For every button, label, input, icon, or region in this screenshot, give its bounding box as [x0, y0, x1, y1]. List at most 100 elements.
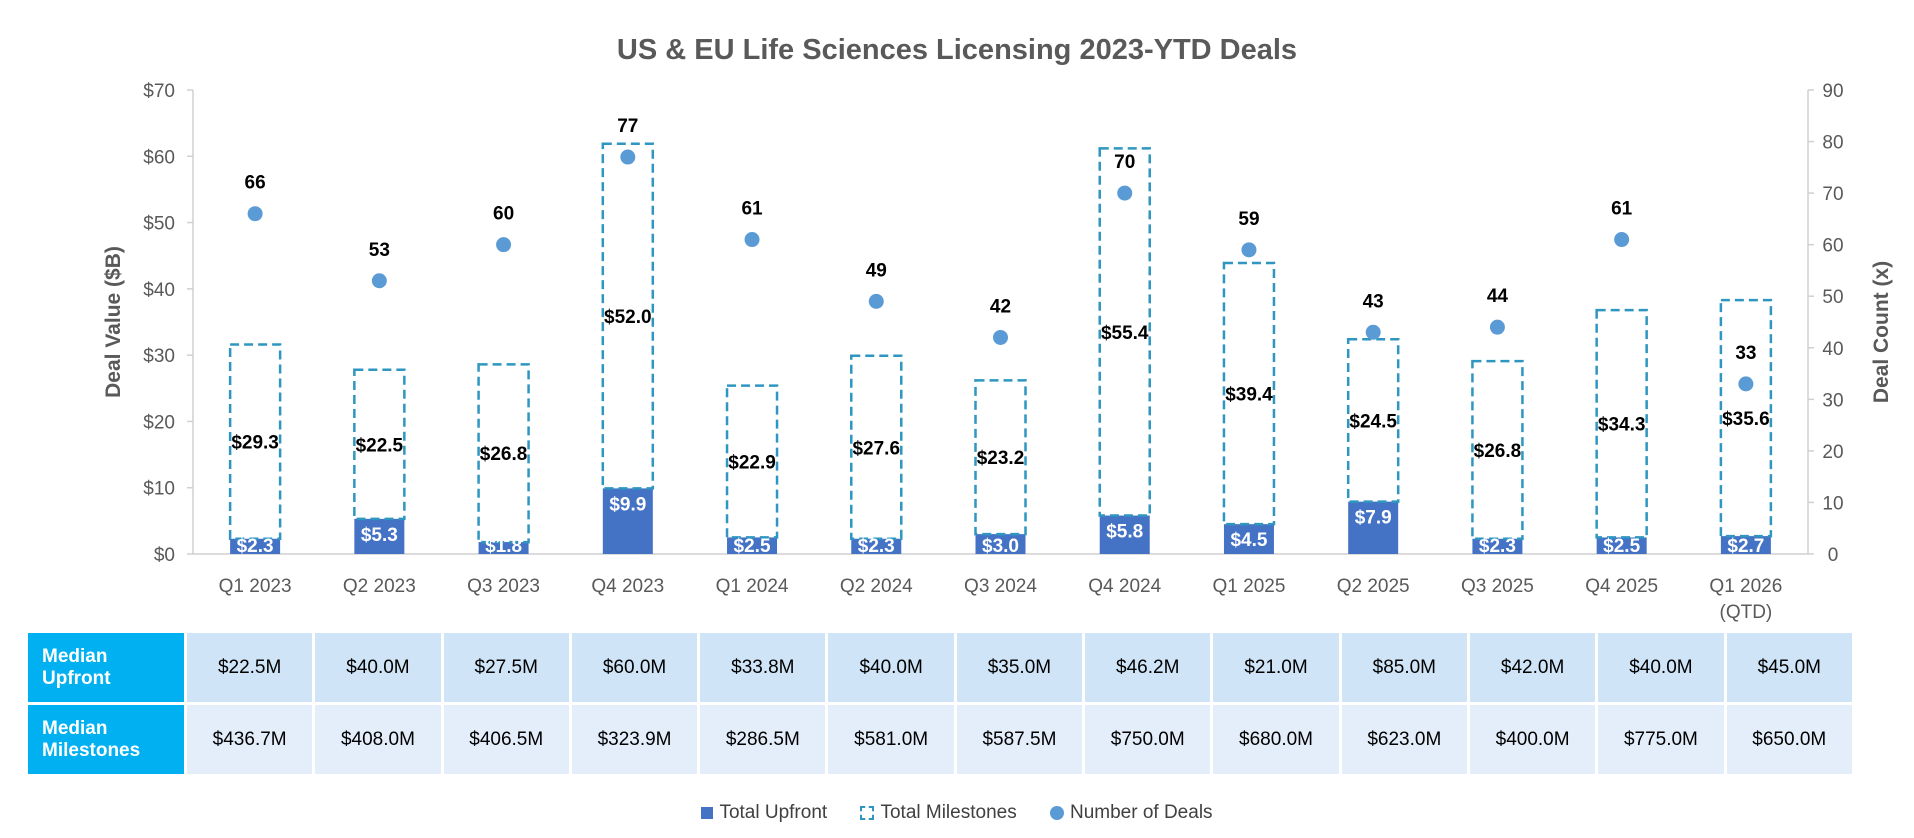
milestones-bar: [850, 354, 903, 541]
upfront-label: $2.7: [1727, 536, 1764, 557]
upfront-bar: [478, 542, 529, 554]
milestones-bar: [1719, 298, 1773, 538]
upfront-label: $3.0: [982, 536, 1019, 557]
left-tick-label: $0: [154, 545, 175, 566]
left-tick-label: $30: [143, 346, 175, 367]
legend-deals-swatch: [1049, 805, 1064, 820]
upfront-bar: [1720, 536, 1771, 554]
table-cell: $750.0M: [1085, 705, 1211, 774]
milestones-bar: [974, 379, 1027, 536]
table-cell: $85.0M: [1341, 633, 1467, 702]
deal-count-point: [1738, 376, 1754, 392]
right-tick-label: 20: [1822, 442, 1843, 463]
table-cell: $650.0M: [1726, 705, 1852, 774]
deal-count-label: 60: [493, 204, 514, 225]
x-tick-label: Q1 2025: [1213, 576, 1286, 597]
right-axis-title: Deal Count (x): [1870, 261, 1893, 403]
table-cell: $42.0M: [1469, 633, 1596, 702]
deal-count-label: 61: [741, 199, 763, 220]
upfront-bar: [1472, 538, 1523, 554]
table-cell: $21.0M: [1213, 633, 1339, 702]
upfront-bar: [1596, 537, 1647, 554]
legend-deals: Number of Deals: [1049, 802, 1213, 824]
bars: [228, 142, 1773, 554]
upfront-label: $2.3: [237, 536, 274, 557]
upfront-label: $9.9: [609, 494, 646, 515]
upfront-label: $2.3: [858, 536, 895, 557]
median-upfront-row: Median Upfront $22.5M $40.0M $27.5M $60.0M $3…: [28, 633, 1852, 702]
milestones-label: $26.8: [480, 444, 528, 465]
right-tick-label: 90: [1822, 81, 1843, 102]
table-cell: $587.5M: [956, 705, 1083, 774]
legend-upfront-label: Total Upfront: [719, 802, 828, 823]
table-cell: $27.5M: [443, 633, 569, 702]
right-tick-label: 80: [1822, 133, 1843, 154]
table-cell: $40.0M: [315, 633, 441, 702]
x-tick-label: Q3 2024: [964, 576, 1037, 597]
upfront-label: $2.3: [1479, 536, 1516, 557]
x-tick-label: Q2 2023: [343, 576, 416, 597]
milestones-bar: [1098, 147, 1151, 517]
milestones-label: $23.2: [977, 448, 1025, 469]
deal-count-point: [1365, 324, 1381, 340]
upfront-bar: [230, 538, 281, 554]
milestones-bar: [1595, 308, 1648, 539]
legend-milestones-label: Total Milestones: [880, 802, 1017, 823]
upfront-bar: [727, 537, 778, 554]
table-cell: $35.0M: [956, 633, 1083, 702]
milestones-bar: [1471, 359, 1524, 541]
table-cell: $680.0M: [1213, 705, 1339, 774]
x-tick-label: Q1 2026: [1709, 576, 1782, 597]
table-cell: $33.8M: [700, 633, 826, 702]
row-label: Median: [42, 645, 108, 667]
upfront-label: $5.3: [361, 525, 398, 546]
table-cell: $45.0M: [1726, 633, 1852, 702]
median-upfront-header: Median Upfront: [28, 633, 184, 702]
right-tick-label: 40: [1822, 339, 1843, 360]
legend-deals-label: Number of Deals: [1069, 802, 1213, 823]
upfront-label: $2.5: [734, 536, 771, 557]
deal-count-label: 61: [1611, 199, 1633, 220]
deal-count-point: [1489, 319, 1505, 335]
table-cell: $400.0M: [1469, 705, 1596, 774]
milestones-bar: [725, 384, 779, 539]
milestones-bar: [477, 363, 530, 544]
deal-count-label: 59: [1238, 209, 1259, 230]
table-cell: $623.0M: [1341, 705, 1467, 774]
deal-count-point: [371, 273, 387, 289]
table-cell: $40.0M: [828, 633, 954, 702]
table-cell: $60.0M: [571, 633, 698, 702]
deal-count-label: 43: [1363, 291, 1384, 312]
milestones-label: $29.3: [231, 433, 279, 454]
upfront-bar: [354, 518, 405, 554]
deal-count-point: [247, 206, 263, 222]
upfront-bar: [851, 538, 902, 554]
x-tick-sublabel: (QTD): [1720, 602, 1773, 623]
milestones-bar: [1222, 261, 1276, 526]
milestones-label: $35.6: [1722, 409, 1770, 430]
milestones-label: $39.4: [1225, 385, 1273, 406]
median-milestones-header: Median Milestones: [28, 705, 184, 774]
upfront-label: $2.5: [1603, 536, 1640, 557]
x-tick-label: Q1 2024: [716, 576, 789, 597]
deal-count-point: [496, 237, 512, 253]
milestones-label: $26.8: [1474, 441, 1522, 462]
upfront-bar: [1099, 515, 1150, 554]
legend-upfront-swatch: [701, 806, 714, 819]
legend-upfront: Total Upfront: [701, 802, 827, 824]
table-cell: $323.9M: [571, 705, 698, 774]
chart-title: US & EU Life Sciences Licensing 2023-YTD…: [617, 34, 1297, 66]
x-tick-label: Q1 2023: [219, 576, 292, 597]
row-label: Median: [42, 717, 108, 739]
left-tick-label: $70: [143, 81, 175, 102]
table-cell: $408.0M: [315, 705, 441, 774]
table-cell: $286.5M: [700, 705, 826, 774]
left-axis-title: Deal Value ($B): [102, 246, 125, 398]
table-cell: $436.7M: [187, 705, 313, 774]
x-tick-label: Q4 2024: [1088, 576, 1161, 597]
milestones-label: $22.5: [356, 435, 404, 456]
x-tick-label: Q3 2025: [1461, 576, 1534, 597]
deal-count-label: 42: [990, 296, 1011, 317]
deal-count-label: 53: [369, 240, 390, 261]
legend-milestones: Total Milestones: [860, 802, 1017, 824]
